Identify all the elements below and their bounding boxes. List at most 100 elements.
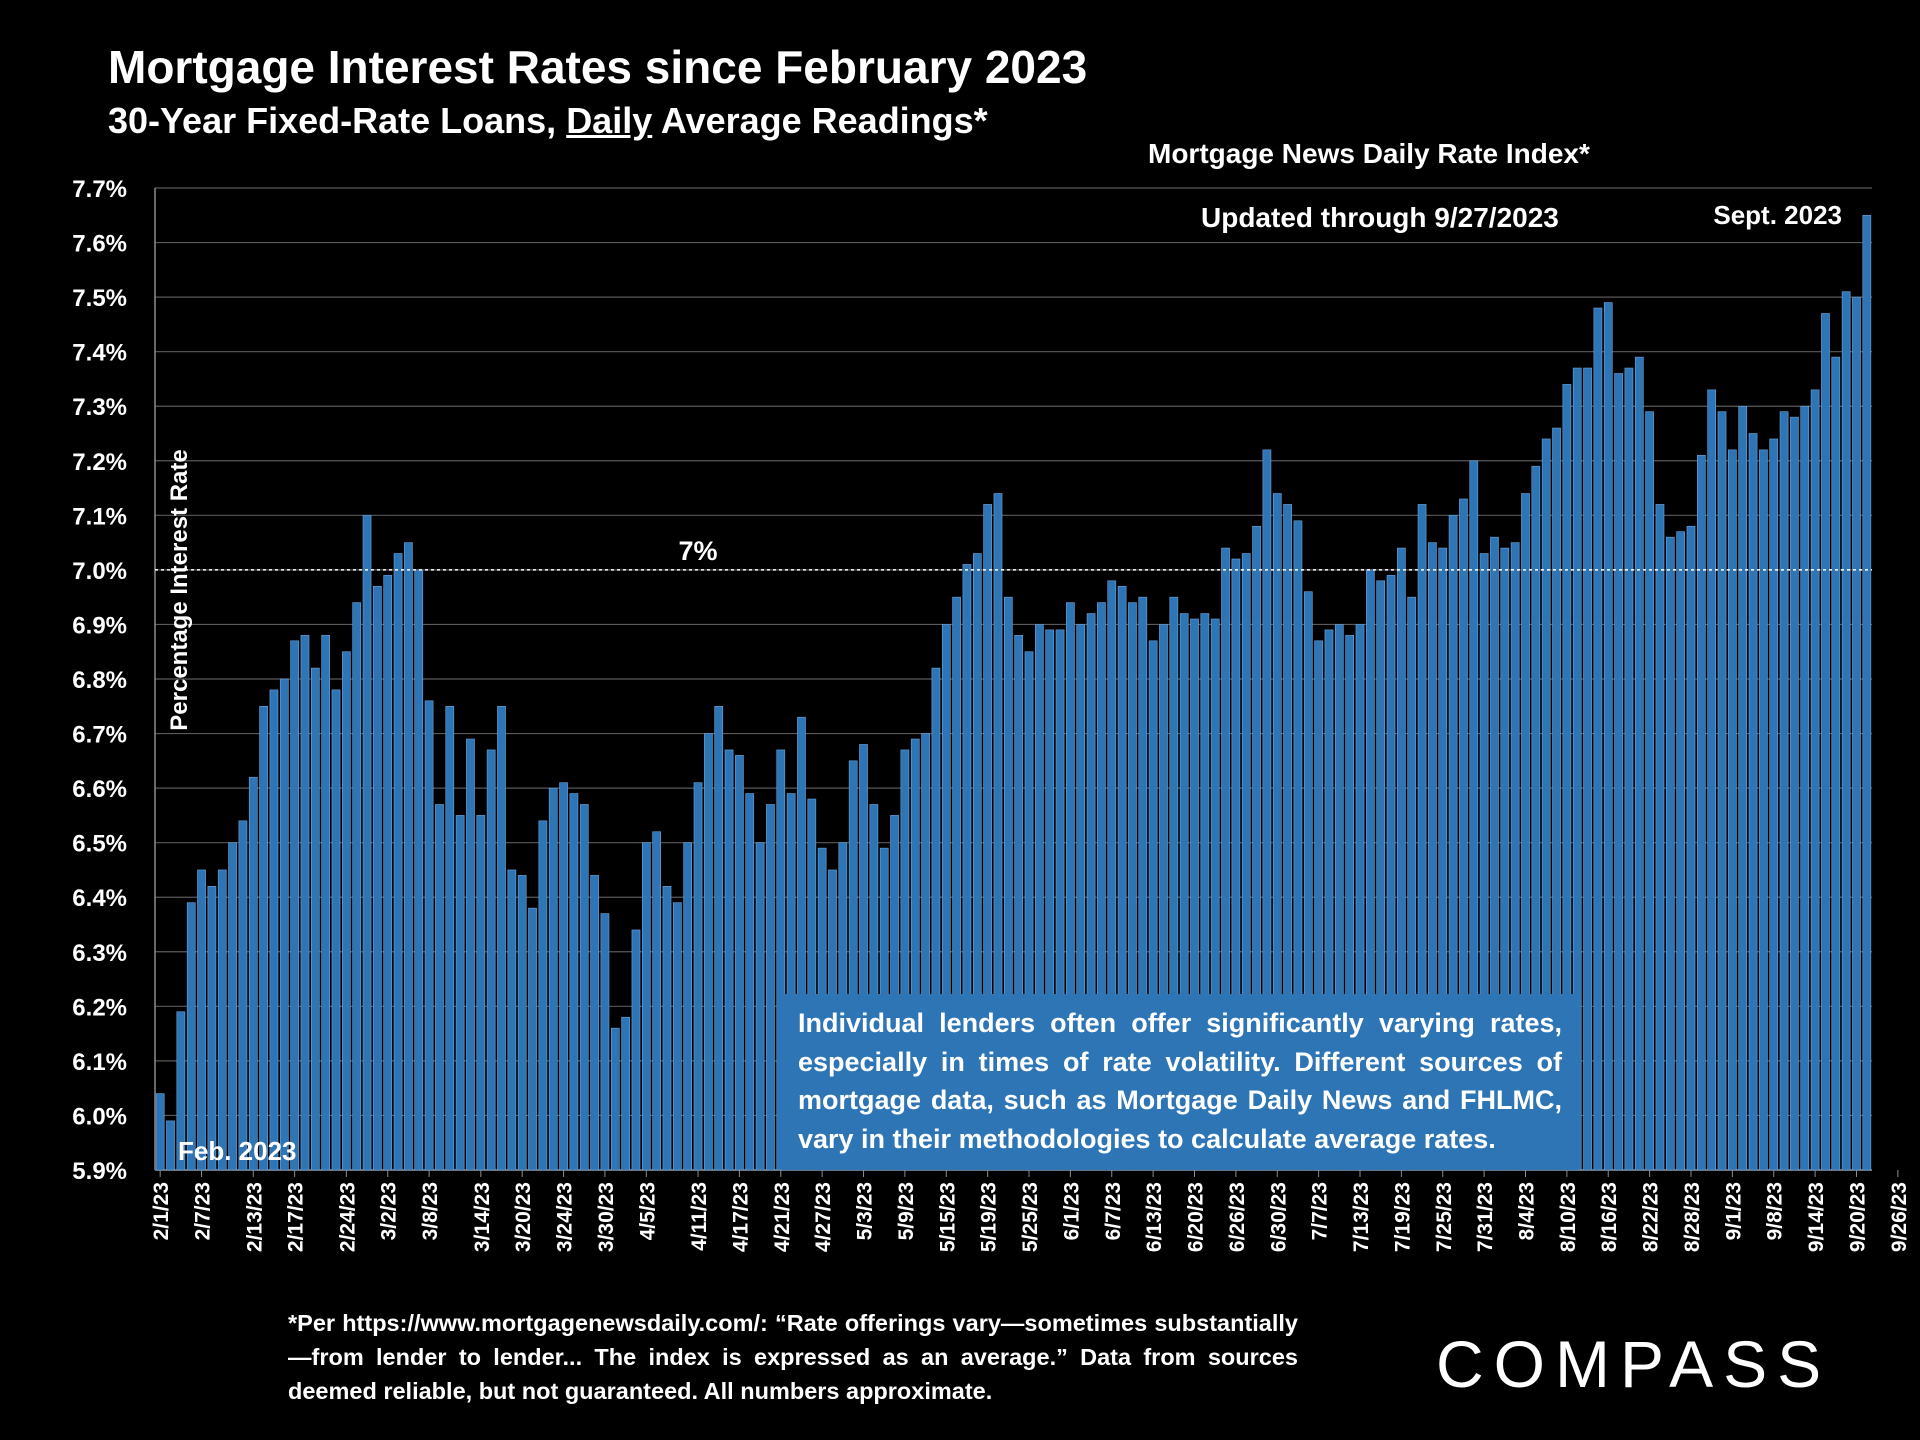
- bar: [1510, 542, 1520, 1171]
- x-tick-label: 7/13/23: [1350, 1182, 1373, 1252]
- y-tick-label: 6.6%: [72, 776, 127, 803]
- x-tick-label: 8/16/23: [1598, 1182, 1621, 1252]
- bar: [652, 831, 661, 1171]
- bar: [445, 705, 455, 1171]
- bar: [1262, 449, 1272, 1171]
- bar: [662, 886, 672, 1171]
- bar: [1686, 525, 1696, 1171]
- bar: [1035, 624, 1044, 1171]
- bar: [321, 635, 330, 1171]
- bar: [352, 602, 362, 1171]
- bar: [290, 640, 299, 1171]
- bar: [1128, 602, 1137, 1171]
- updated-label: Updated through 9/27/2023: [1201, 202, 1559, 233]
- x-tick-label: 8/10/23: [1557, 1182, 1580, 1252]
- bar-chart: 5.9% 6.0% 6.1% 6.2% 6.3% 6.4% 6.5% 6.6% 6.7% 6.8%…: [72, 176, 1911, 1252]
- bar: [228, 842, 237, 1171]
- y-tick-label: 7.7%: [72, 176, 127, 203]
- bar: [1500, 547, 1510, 1171]
- annotation-end: Sept. 2023: [1713, 200, 1842, 230]
- x-tick-label: 4/11/23: [688, 1182, 711, 1251]
- bar: [1086, 613, 1096, 1171]
- x-tick-label: 7/31/23: [1474, 1182, 1497, 1252]
- bar: [373, 585, 382, 1171]
- bar: [548, 787, 558, 1171]
- bar: [310, 667, 320, 1171]
- x-tick-label: 6/26/23: [1226, 1182, 1249, 1252]
- x-tick-label: 3/20/23: [512, 1182, 535, 1252]
- bar: [848, 760, 858, 1171]
- bar: [1376, 580, 1386, 1171]
- bar: [1583, 367, 1592, 1171]
- bar: [1572, 367, 1582, 1171]
- y-tick-label: 7.1%: [72, 503, 127, 530]
- bar: [714, 705, 724, 1171]
- bar: [248, 776, 258, 1171]
- bar: [1728, 449, 1737, 1171]
- y-tick-label: 6.8%: [72, 667, 127, 694]
- bar: [683, 842, 693, 1171]
- y-tick-label: 6.5%: [72, 831, 127, 858]
- bar: [1841, 291, 1851, 1171]
- y-tick-label: 6.1%: [72, 1049, 127, 1076]
- bar: [1138, 596, 1148, 1171]
- bar: [910, 738, 920, 1171]
- y-tick-label: 7.2%: [72, 449, 127, 476]
- bar: [1366, 569, 1375, 1171]
- bar: [1800, 405, 1810, 1171]
- bar: [1821, 313, 1830, 1171]
- x-tick-label: 4/21/23: [771, 1182, 794, 1252]
- subtitle-part-2: Average Readings*: [652, 100, 988, 141]
- x-tick-label: 4/27/23: [812, 1182, 835, 1252]
- bar: [1324, 629, 1334, 1171]
- x-tick-label: 3/24/23: [554, 1182, 577, 1252]
- x-tick-label: 2/1/23: [150, 1182, 173, 1240]
- x-tick-label: 2/24/23: [336, 1182, 359, 1252]
- chart-subtitle: 30-Year Fixed-Rate Loans, Daily Average …: [108, 100, 988, 142]
- y-tick-label: 7.6%: [72, 231, 127, 258]
- bar: [1407, 596, 1417, 1171]
- bar: [197, 869, 206, 1171]
- y-tick-label: 6.9%: [72, 612, 127, 639]
- bar: [724, 749, 734, 1171]
- bar: [166, 1120, 175, 1171]
- bar: [1045, 629, 1055, 1171]
- bar: [362, 515, 372, 1171]
- bar: [1676, 531, 1685, 1171]
- bar: [1614, 373, 1623, 1171]
- reference-line-label: 7%: [678, 536, 717, 566]
- compass-logo: COMPASS: [1436, 1327, 1832, 1401]
- y-tick-label: 6.7%: [72, 722, 127, 749]
- bar: [1448, 515, 1458, 1171]
- bar: [1417, 504, 1427, 1171]
- bar: [962, 564, 972, 1171]
- bar: [1169, 596, 1179, 1171]
- bar: [1386, 575, 1396, 1171]
- bar: [383, 575, 393, 1171]
- bar: [528, 907, 537, 1171]
- bar: [300, 635, 310, 1171]
- bar: [1293, 520, 1303, 1171]
- bar: [1831, 356, 1841, 1171]
- bar: [1252, 525, 1261, 1171]
- bar: [890, 815, 899, 1171]
- bar: [1748, 433, 1758, 1171]
- x-tick-label: 3/8/23: [419, 1182, 442, 1240]
- bar: [1645, 411, 1654, 1171]
- bar: [217, 869, 227, 1171]
- x-tick-label: 7/7/23: [1309, 1182, 1332, 1240]
- bar: [590, 875, 599, 1171]
- bar: [1852, 296, 1861, 1171]
- bar: [414, 569, 424, 1171]
- bar: [1097, 602, 1106, 1171]
- bar: [600, 913, 610, 1171]
- bar: [931, 667, 941, 1171]
- bar: [1241, 553, 1251, 1171]
- y-tick-label: 7.4%: [72, 340, 127, 367]
- bar: [631, 929, 641, 1171]
- y-tick-label: 6.3%: [72, 940, 127, 967]
- bar: [1810, 389, 1820, 1171]
- bar: [1003, 596, 1013, 1171]
- x-tick-label: 6/7/23: [1102, 1182, 1125, 1240]
- x-tick-label: 5/25/23: [1019, 1182, 1042, 1252]
